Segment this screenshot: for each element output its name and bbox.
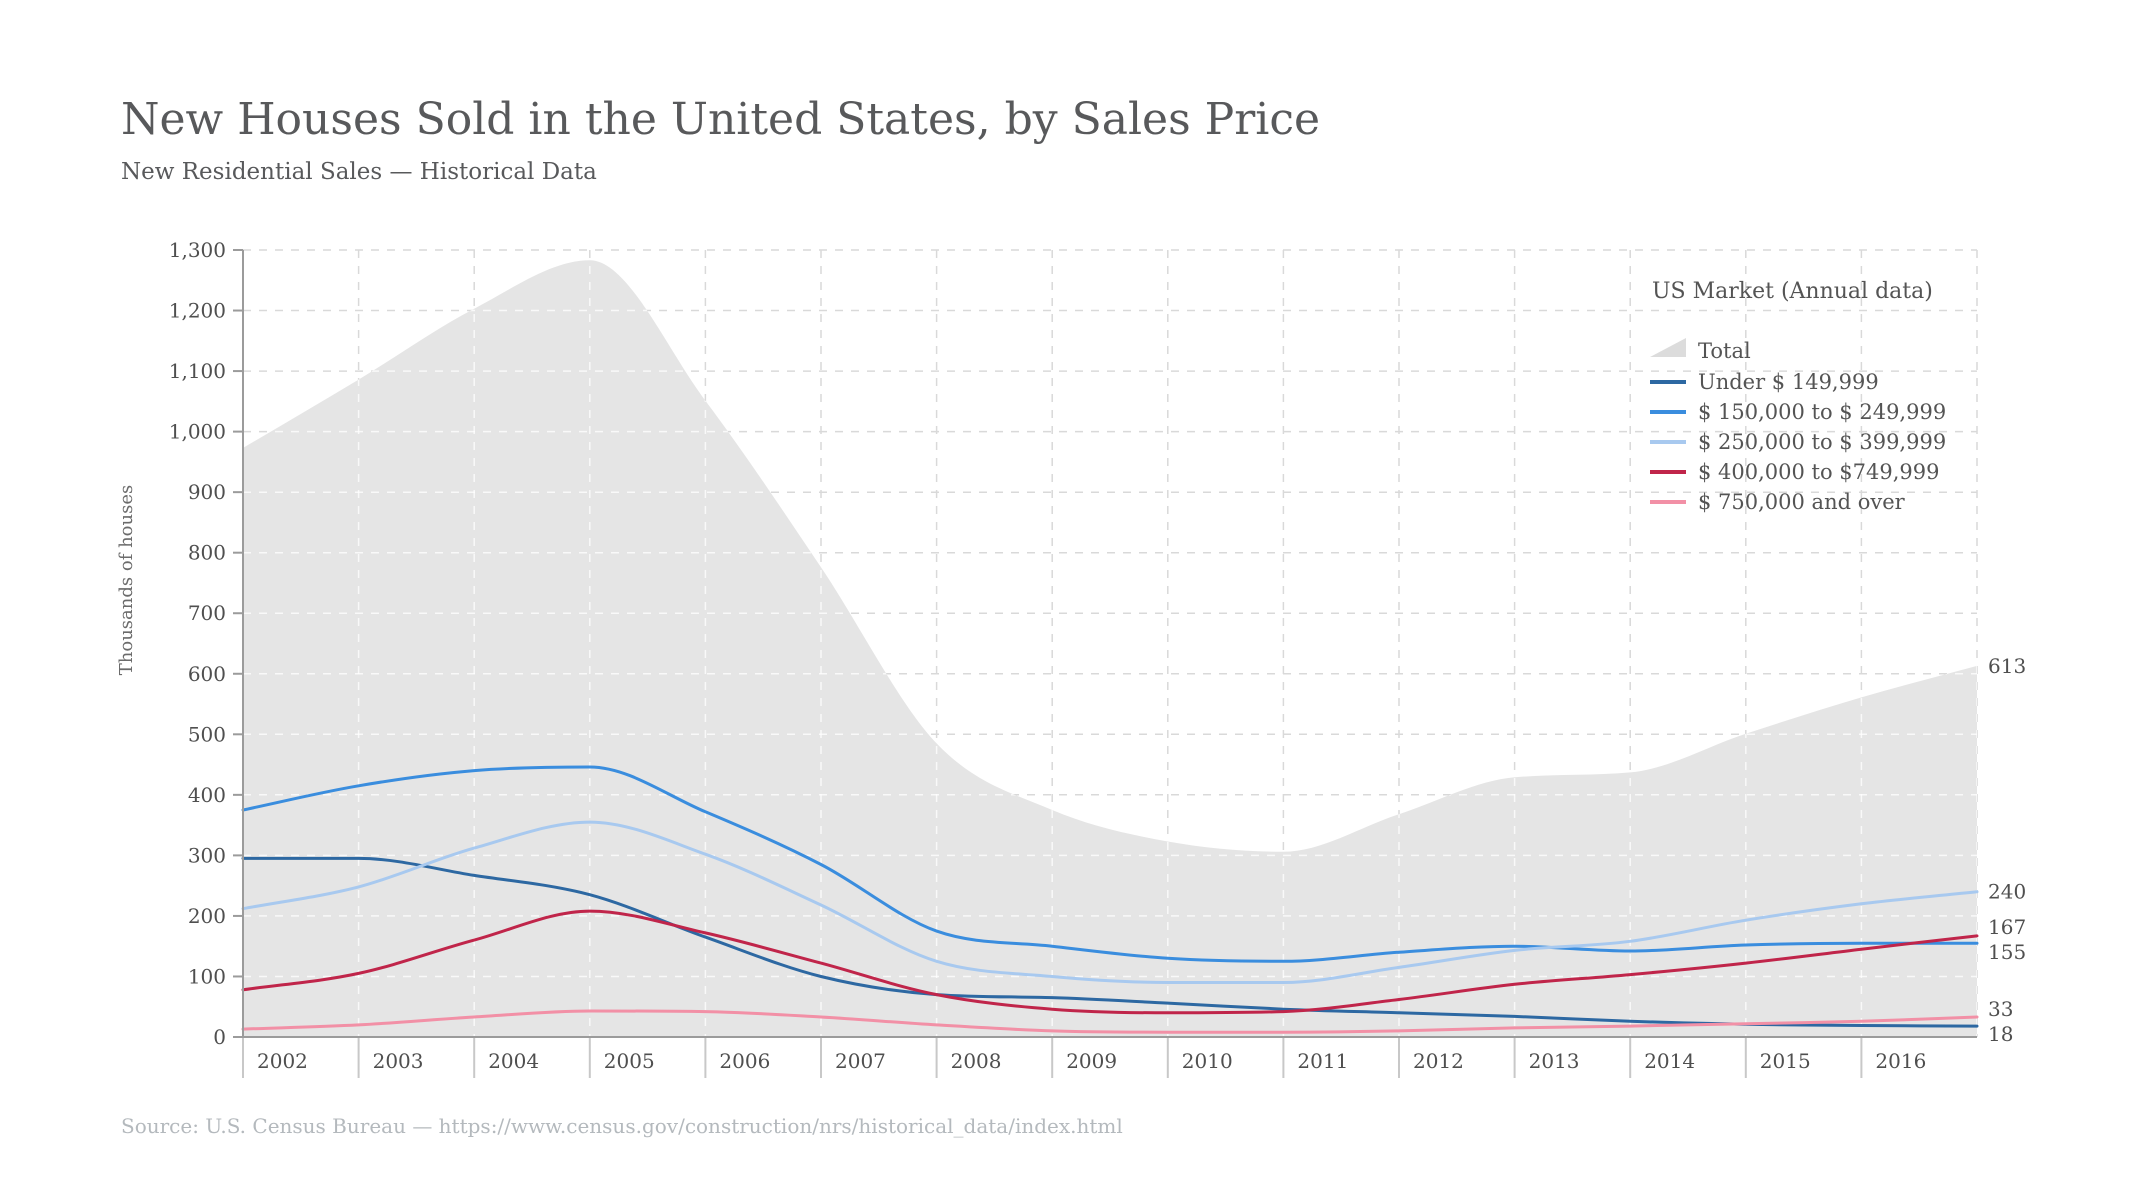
y-tick-label: 400 — [188, 783, 226, 807]
x-year-label: 2011 — [1297, 1049, 1348, 1073]
y-tick-label: 0 — [213, 1025, 226, 1049]
legend-item: $ 250,000 to $ 399,999 — [1650, 430, 1946, 454]
series-line-750k-plus — [241, 1009, 1979, 1034]
legend-items: Total Under $ 149,999 $ 150,000 to $ 249,9… — [1650, 338, 1946, 514]
end-value-label-750k-plus: 33 — [1988, 997, 2013, 1021]
legend-item: Under $ 149,999 — [1650, 370, 1879, 394]
y-axis-title: Thousands of houses — [116, 485, 137, 675]
legend-title: US Market (Annual data) — [1652, 279, 1933, 304]
series-line-under-150k — [241, 856, 1979, 1028]
y-tick-label: 1,000 — [169, 420, 226, 444]
x-year-label: 2006 — [719, 1049, 770, 1073]
x-year-label: 2003 — [373, 1049, 424, 1073]
legend-item-label: Under $ 149,999 — [1698, 370, 1879, 394]
legend-item-label: $ 400,000 to $749,999 — [1698, 460, 1940, 484]
y-tick-label: 700 — [188, 601, 226, 625]
series-lines-group — [241, 765, 1979, 1034]
x-year-label: 2016 — [1875, 1049, 1926, 1073]
x-axis-ticks: 2002 2003 2004 2005 2006 2007 2008 2009 2010 2011… — [242, 1038, 1926, 1078]
page-title: New Houses Sold in the United States, by… — [121, 94, 1320, 145]
y-tick-label: 1,100 — [169, 359, 226, 383]
y-tick-label: 600 — [188, 662, 226, 686]
end-value-label-under-150k: 18 — [1988, 1022, 2013, 1046]
x-year-label: 2008 — [951, 1049, 1002, 1073]
x-year-label: 2002 — [257, 1049, 308, 1073]
source-text: Source: U.S. Census Bureau — https://www… — [121, 1114, 1123, 1138]
axes — [240, 250, 1977, 1038]
x-year-label: 2004 — [488, 1049, 539, 1073]
end-value-label-total: 613 — [1988, 654, 2026, 678]
x-year-label: 2014 — [1644, 1049, 1695, 1073]
legend-item-label: $ 250,000 to $ 399,999 — [1698, 430, 1946, 454]
y-tick-label: 100 — [188, 964, 226, 988]
x-year-label: 2013 — [1529, 1049, 1580, 1073]
page-subtitle: New Residential Sales — Historical Data — [121, 159, 597, 185]
y-tick-label: 500 — [188, 722, 226, 746]
x-year-label: 2010 — [1182, 1049, 1233, 1073]
series-line-400k-749k — [241, 909, 1979, 1015]
y-tick-label: 900 — [188, 480, 226, 504]
legend: US Market (Annual data) Total Under $ 149… — [1650, 279, 1946, 514]
legend-item-label: $ 150,000 to $ 249,999 — [1698, 400, 1946, 424]
y-tick-label: 1,200 — [169, 299, 226, 323]
y-tick-label: 800 — [188, 541, 226, 565]
legend-item: Total — [1650, 338, 1751, 363]
series-line-250k-399k — [241, 820, 1979, 984]
x-year-label: 2015 — [1760, 1049, 1811, 1073]
y-tick-label: 300 — [188, 843, 226, 867]
legend-item: $ 750,000 and over — [1650, 490, 1906, 514]
y-tick-label: 1,300 — [169, 238, 226, 262]
y-tick-label: 200 — [188, 904, 226, 928]
end-value-label-400k-749k: 167 — [1988, 915, 2026, 939]
end-value-label-250k-399k: 240 — [1988, 880, 2026, 904]
y-axis-ticks: 0 100 200 300 400 500 600 700 800 900 1,000 1,100 1,… — [169, 238, 243, 1049]
legend-item-label: Total — [1698, 339, 1751, 363]
end-value-label-150k-249k: 155 — [1988, 940, 2026, 964]
x-year-label: 2007 — [835, 1049, 886, 1073]
series-line-150k-249k — [241, 765, 1979, 963]
x-year-label: 2012 — [1413, 1049, 1464, 1073]
legend-swatch-total — [1650, 338, 1686, 357]
legend-item-label: $ 750,000 and over — [1698, 490, 1906, 514]
legend-item: $ 400,000 to $749,999 — [1650, 460, 1940, 484]
x-year-label: 2005 — [604, 1049, 655, 1073]
legend-item: $ 150,000 to $ 249,999 — [1650, 400, 1946, 424]
x-year-label: 2009 — [1066, 1049, 1117, 1073]
